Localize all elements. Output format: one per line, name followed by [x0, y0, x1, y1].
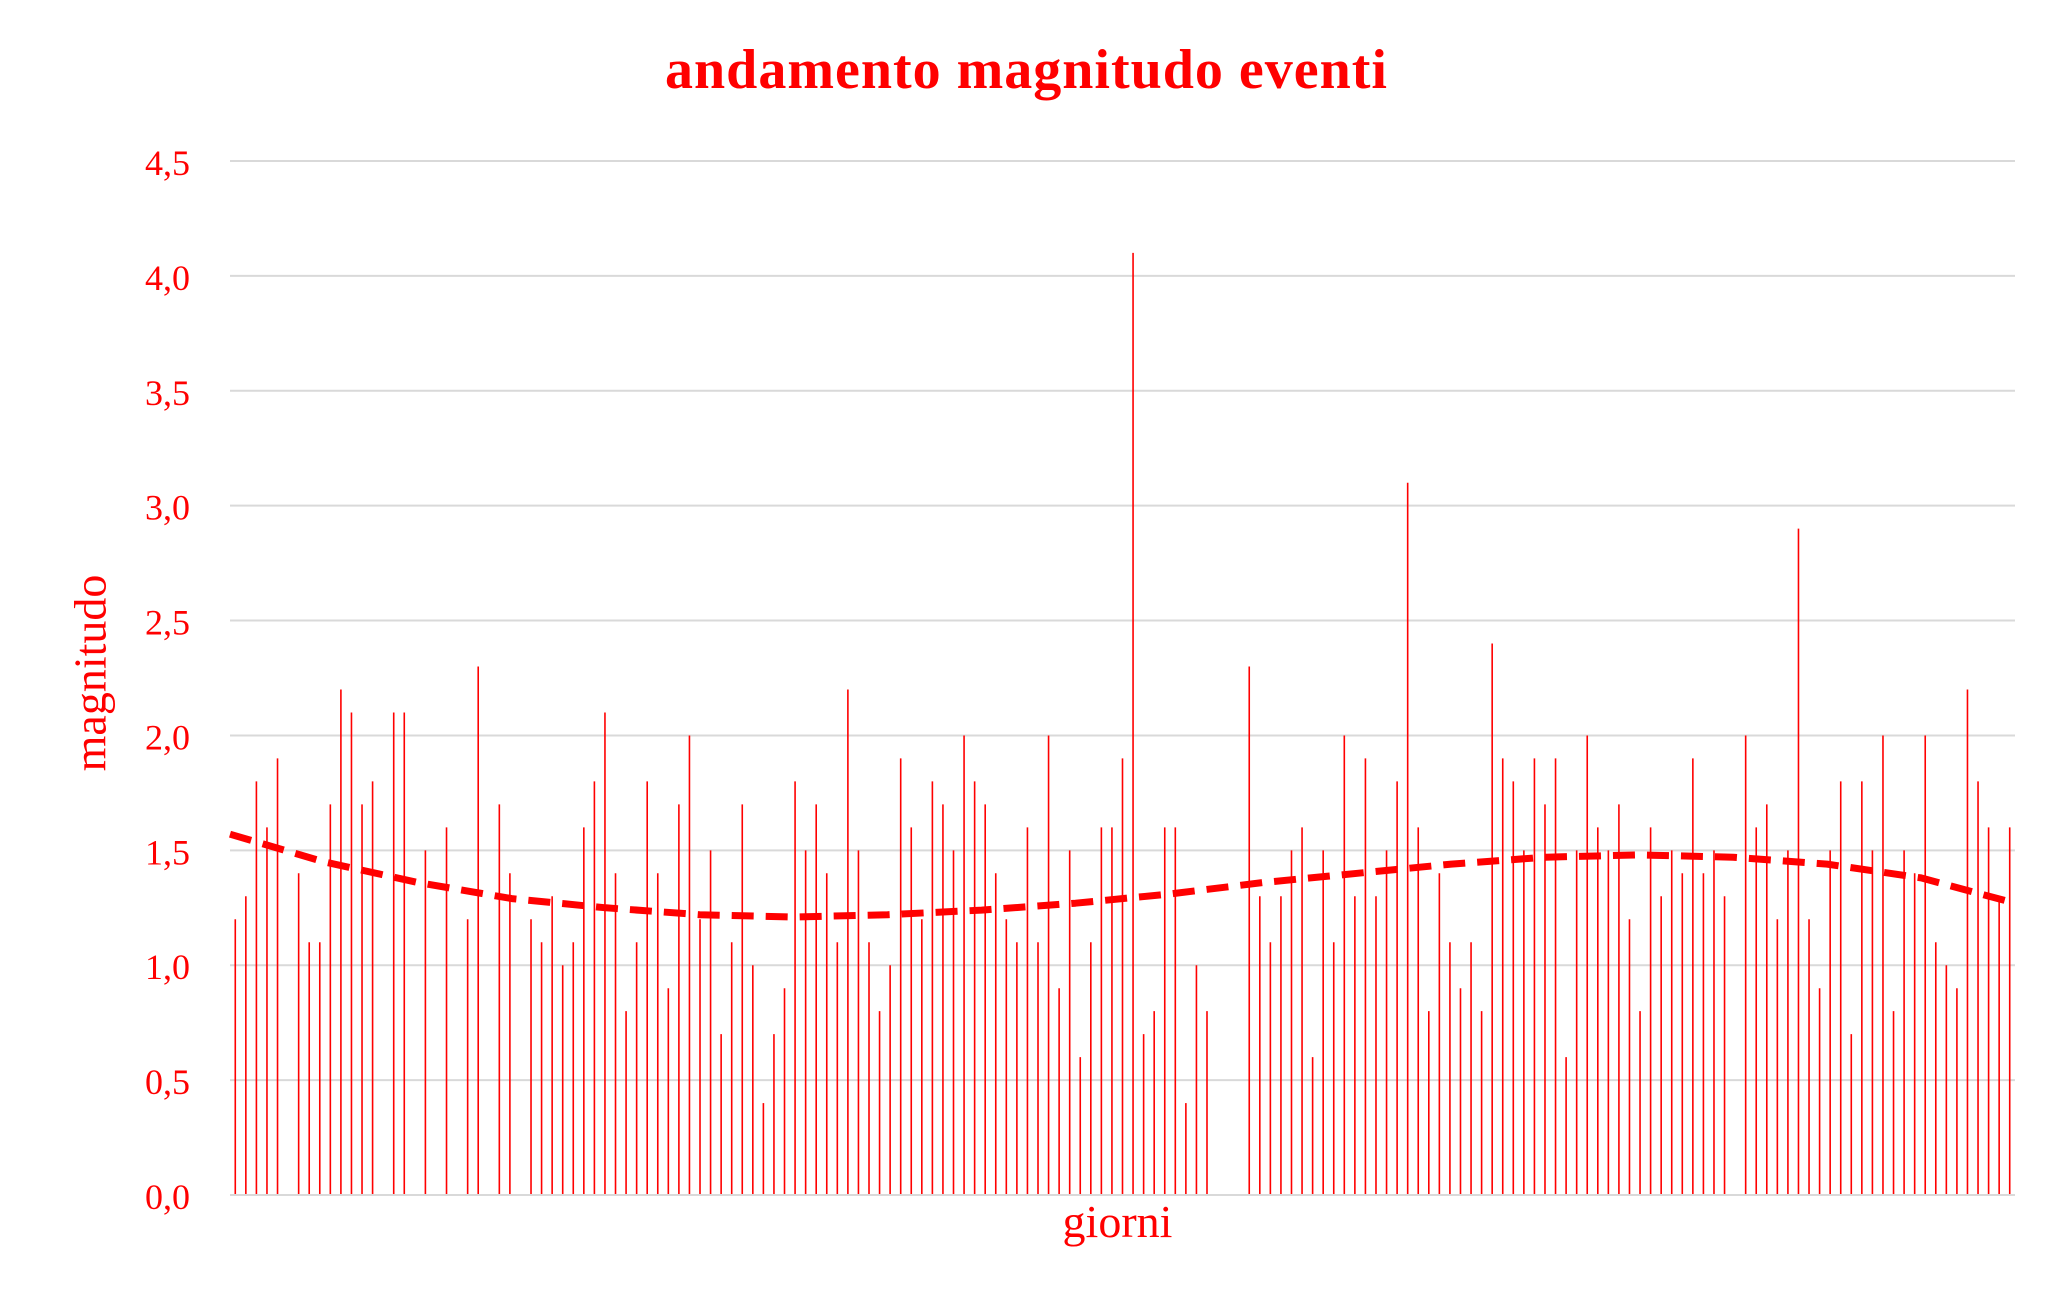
- y-tick-label: 1,0: [145, 947, 190, 987]
- y-tick-label: 2,0: [145, 717, 190, 757]
- y-tick-label: 2,5: [145, 603, 190, 643]
- y-tick-label: 0,5: [145, 1062, 190, 1102]
- y-tick-label: 4,5: [145, 143, 190, 183]
- x-axis-label: giorni: [1062, 1196, 1173, 1247]
- y-tick-label: 1,5: [145, 832, 190, 872]
- chart-title: andamento magnitudo eventi: [665, 39, 1388, 101]
- y-tick-label: 4,0: [145, 258, 190, 298]
- y-tick-label: 3,5: [145, 373, 190, 413]
- trendline: [229, 830, 2016, 921]
- y-tick-label: 3,0: [145, 488, 190, 528]
- y-tick-label: 0,0: [145, 1177, 190, 1217]
